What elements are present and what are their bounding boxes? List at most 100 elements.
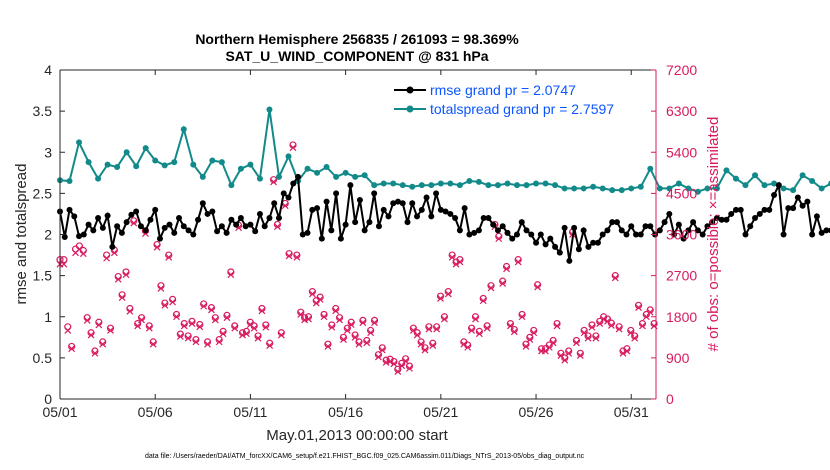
obs-assimilated-marker xyxy=(332,307,340,315)
obs-assimilated-stroke xyxy=(184,334,192,342)
obs-assimilated-stroke xyxy=(332,307,340,315)
rmse-point xyxy=(666,210,673,217)
rmse-point xyxy=(185,227,192,234)
obs-assimilated-stroke xyxy=(425,325,433,333)
rmse-point xyxy=(513,231,520,238)
obs-assimilated-stroke xyxy=(390,360,398,368)
obs-assimilated-stroke xyxy=(499,279,507,287)
obs-assimilated-stroke xyxy=(107,327,114,334)
obs-assimilated-marker xyxy=(615,325,623,333)
obs-assimilated-stroke xyxy=(134,322,142,330)
obs-assimilated-marker xyxy=(402,357,410,365)
obs-assimilated-stroke xyxy=(211,316,219,324)
totalspread-point xyxy=(761,182,768,189)
obs-assimilated-marker xyxy=(444,290,452,298)
obs-assimilated-marker xyxy=(180,322,188,330)
y-right-tick-label: 5400 xyxy=(666,144,697,160)
rmse-point xyxy=(633,231,640,238)
obs-assimilated-stroke xyxy=(145,324,153,332)
obs-assimilated-marker xyxy=(456,258,464,266)
tick-layer: 05/01 05/06 05/11 05/16 05/21 05/26 05/31 0 0.5 1… xyxy=(33,62,698,420)
rmse-point xyxy=(261,223,268,230)
obs-assimilated-stroke xyxy=(483,324,491,332)
obs-assimilated-marker xyxy=(413,331,421,339)
rmse-point xyxy=(680,235,687,242)
totalspread-point xyxy=(485,182,492,189)
obs-assimilated-stroke xyxy=(126,307,134,315)
obs-assimilated-stroke xyxy=(378,346,386,354)
totalspread-point xyxy=(571,185,578,192)
obs-assimilated-marker xyxy=(468,327,476,334)
obs-assimilated-stroke xyxy=(371,319,378,327)
rmse-point xyxy=(223,229,230,236)
obs-assimilated-marker xyxy=(91,349,99,357)
totalspread-point xyxy=(352,173,359,180)
rmse-point xyxy=(504,229,511,236)
obs-assimilated-stroke xyxy=(472,315,479,323)
data-file-footnote: data file: /Users/raeder/DAI/ATM_forcXX/… xyxy=(145,453,585,460)
y-right-tick-label: 2700 xyxy=(666,268,697,284)
obs-assimilated-marker xyxy=(277,331,285,339)
totalspread-point xyxy=(694,188,701,195)
obs-assimilated-marker xyxy=(242,330,250,338)
obs-assimilated-marker xyxy=(371,319,378,327)
rmse-point xyxy=(371,190,378,197)
totalspread-point xyxy=(513,182,520,189)
rmse-point xyxy=(675,221,682,228)
obs-assimilated-marker xyxy=(219,330,227,338)
obs-assimilated-marker xyxy=(639,322,646,330)
obs-assimilated-marker xyxy=(565,349,573,357)
totalspread-point xyxy=(152,157,159,164)
x-tick-label: 05/11 xyxy=(233,404,267,420)
rmse-point xyxy=(85,221,92,228)
y-tick-label: 3.5 xyxy=(33,103,53,119)
rmse-point xyxy=(109,243,116,250)
rmse-point xyxy=(199,200,206,207)
obs-assimilated-stroke xyxy=(487,284,495,292)
obs-assimilated-stroke xyxy=(639,322,646,330)
obs-assimilated-marker xyxy=(600,315,608,323)
obs-assimilated-marker xyxy=(607,322,615,329)
totalspread-point xyxy=(380,180,387,187)
obs-assimilated-stroke xyxy=(173,313,180,321)
obs-assimilated-stroke xyxy=(402,357,410,365)
rmse-point xyxy=(823,227,830,234)
totalspread-point xyxy=(199,173,206,180)
obs-assimilated-marker xyxy=(340,336,347,344)
obs-assimilated-stroke xyxy=(588,323,596,331)
rmse-point xyxy=(818,229,825,236)
obs-assimilated-marker xyxy=(184,334,192,342)
obs-assimilated-stroke xyxy=(460,340,468,348)
obs-assimilated-stroke xyxy=(285,252,293,260)
obs-assimilated-marker xyxy=(188,320,196,328)
obs-assimilated-marker xyxy=(526,336,534,344)
obs-assimilated-marker xyxy=(60,260,68,268)
obs-assimilated-stroke xyxy=(374,353,382,361)
rmse-point xyxy=(90,227,97,234)
totalspread-point xyxy=(428,182,435,189)
y-axis-right-label: # of obs: o=possible; ×=assimilated xyxy=(705,117,722,352)
rmse-series xyxy=(57,173,830,264)
rmse-point xyxy=(304,229,311,236)
rmse-point xyxy=(671,231,678,238)
rmse-point xyxy=(471,229,478,236)
obs-assimilated-stroke xyxy=(60,260,68,268)
obs-assimilated-stroke xyxy=(75,245,83,253)
obs-assimilated-stroke xyxy=(270,178,277,186)
obs-assimilated-stroke xyxy=(421,346,429,354)
totalspread-point xyxy=(561,185,568,192)
totalspread-point xyxy=(704,185,711,192)
rmse-point xyxy=(118,229,125,236)
rmse-point xyxy=(128,211,135,218)
rmse-point xyxy=(594,239,601,246)
rmse-point xyxy=(661,219,668,226)
obs-assimilated-marker xyxy=(510,328,518,336)
obs-assimilated-marker xyxy=(153,243,161,251)
totalspread-point xyxy=(266,106,273,113)
rmse-point xyxy=(790,205,797,212)
obs-assimilated-marker xyxy=(336,316,343,324)
rmse-point xyxy=(813,213,820,220)
obs-assimilated-marker xyxy=(573,339,580,347)
obs-assimilated-marker xyxy=(103,254,111,262)
